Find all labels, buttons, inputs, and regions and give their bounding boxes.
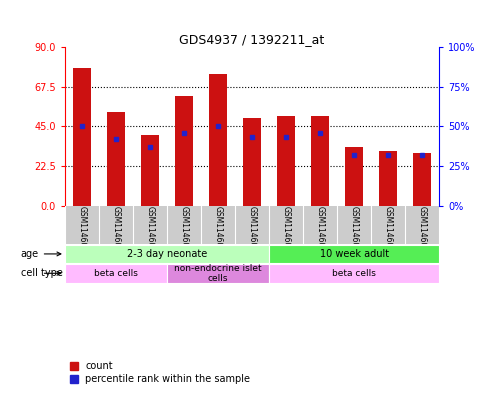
Bar xyxy=(345,147,363,206)
Bar xyxy=(276,116,295,206)
Bar xyxy=(107,112,125,206)
Bar xyxy=(72,68,91,206)
Bar xyxy=(167,264,269,283)
Text: GSM1146028: GSM1146028 xyxy=(350,206,359,257)
Text: GSM1146031: GSM1146031 xyxy=(77,206,86,257)
Bar xyxy=(311,116,329,206)
Text: GSM1146032: GSM1146032 xyxy=(111,206,120,257)
Text: 10 week adult: 10 week adult xyxy=(319,249,389,259)
Text: age: age xyxy=(20,249,61,259)
Text: 2-3 day neonate: 2-3 day neonate xyxy=(127,249,207,259)
Text: beta cells: beta cells xyxy=(332,269,376,278)
Text: GSM1146036: GSM1146036 xyxy=(248,206,256,257)
Bar xyxy=(413,153,432,206)
Bar xyxy=(269,264,439,283)
Bar xyxy=(243,118,261,206)
Text: GSM1146034: GSM1146034 xyxy=(180,206,189,257)
Text: GSM1146029: GSM1146029 xyxy=(384,206,393,257)
Text: cell type: cell type xyxy=(20,268,62,278)
Bar xyxy=(269,245,439,263)
Text: non-endocrine islet
cells: non-endocrine islet cells xyxy=(174,264,262,283)
Text: GSM1146035: GSM1146035 xyxy=(214,206,223,257)
Legend: count, percentile rank within the sample: count, percentile rank within the sample xyxy=(70,361,250,384)
Text: GSM1146026: GSM1146026 xyxy=(281,206,290,257)
Text: GSM1146027: GSM1146027 xyxy=(315,206,324,257)
Bar xyxy=(65,264,167,283)
Bar xyxy=(141,135,159,206)
Bar xyxy=(65,245,269,263)
Bar xyxy=(175,96,193,206)
Bar xyxy=(379,151,397,206)
Text: GSM1146033: GSM1146033 xyxy=(145,206,154,257)
Text: GSM1146030: GSM1146030 xyxy=(418,206,427,257)
Bar xyxy=(209,73,228,206)
Title: GDS4937 / 1392211_at: GDS4937 / 1392211_at xyxy=(179,33,325,46)
Text: beta cells: beta cells xyxy=(94,269,138,278)
